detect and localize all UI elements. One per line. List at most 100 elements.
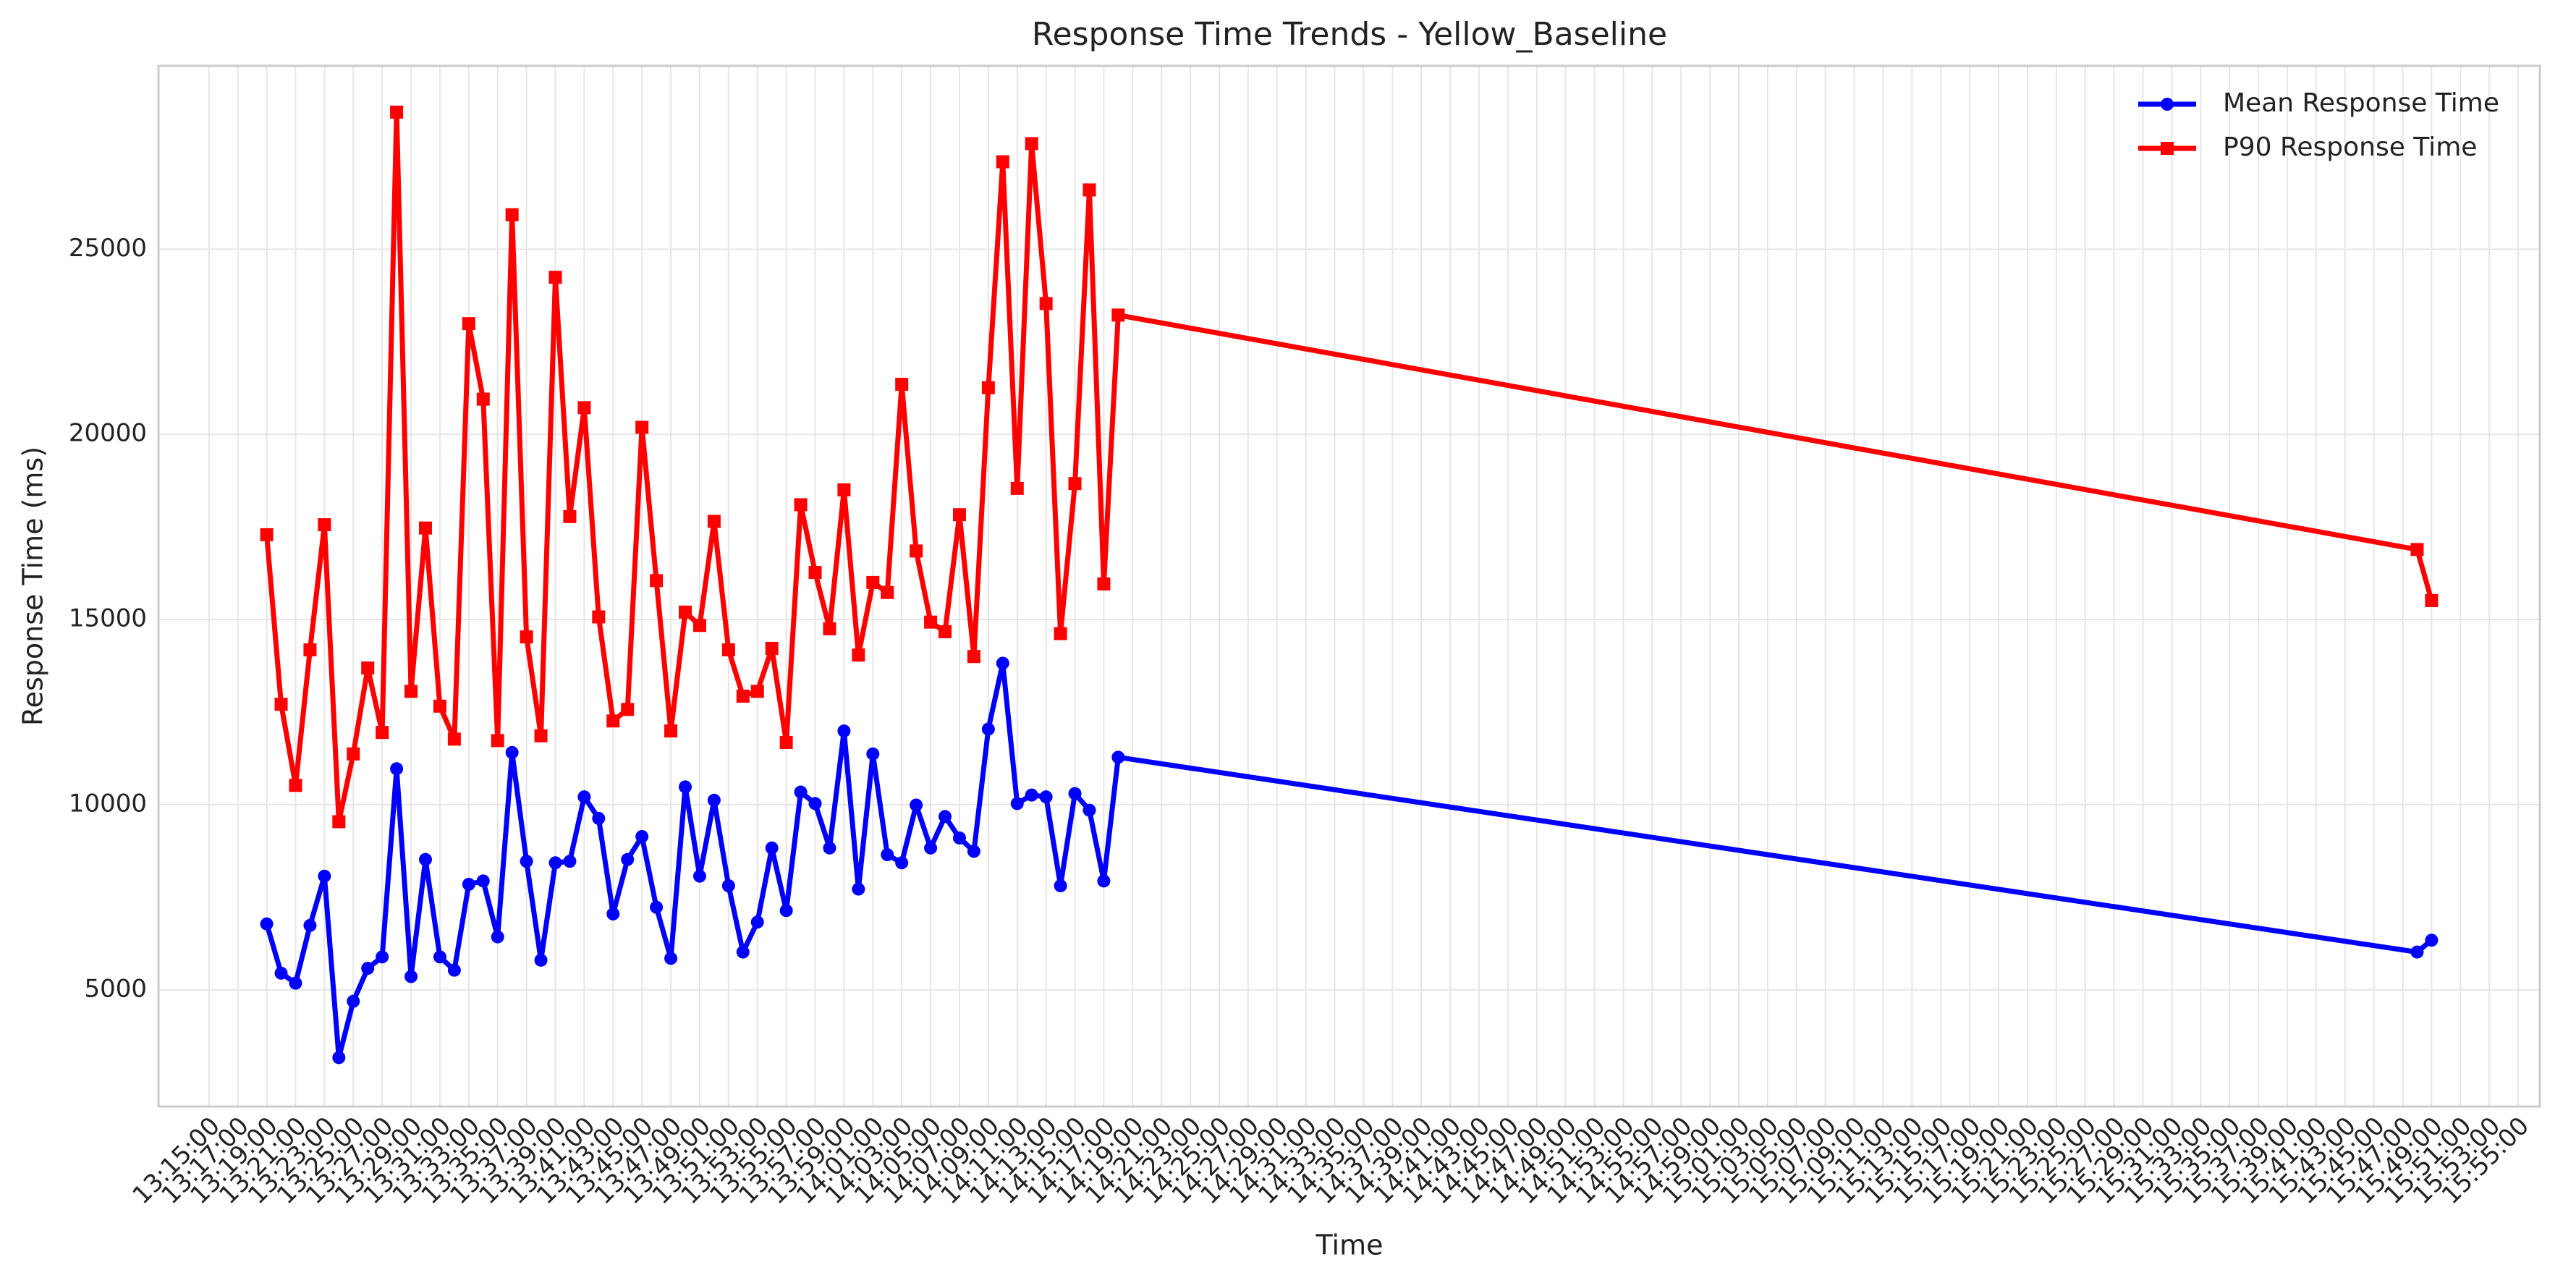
point-marker — [621, 852, 635, 866]
point-marker — [852, 648, 865, 662]
point-marker — [823, 841, 836, 855]
point-marker — [1097, 577, 1111, 591]
point-marker — [952, 831, 966, 845]
point-marker — [981, 381, 995, 394]
point-marker — [577, 401, 591, 415]
point-marker — [404, 970, 418, 983]
point-marker — [260, 917, 274, 931]
legend-label: P90 Response Time — [2223, 132, 2477, 162]
point-marker — [433, 950, 446, 964]
point-marker — [1054, 627, 1067, 640]
point-marker — [765, 641, 779, 655]
x-axis-label: Time — [1315, 1230, 1384, 1261]
point-marker — [1025, 137, 1038, 151]
point-marker — [736, 689, 750, 703]
point-marker — [520, 630, 533, 644]
series-line — [264, 660, 2433, 1060]
point-marker — [721, 879, 735, 893]
point-marker — [794, 498, 808, 512]
point-marker — [692, 619, 706, 632]
point-marker — [721, 643, 735, 657]
point-marker — [2410, 945, 2424, 959]
point-marker — [692, 869, 706, 883]
point-marker — [476, 874, 490, 888]
point-marker — [967, 845, 980, 858]
point-marker — [1082, 803, 1096, 817]
point-marker — [577, 790, 591, 804]
y-tick-label: 10000 — [69, 789, 147, 818]
point-marker — [505, 208, 519, 221]
point-marker — [563, 855, 577, 868]
point-marker — [952, 508, 966, 522]
point-marker — [332, 1051, 346, 1065]
point-marker — [606, 907, 620, 921]
point-marker — [1068, 477, 1082, 491]
point-marker — [996, 155, 1009, 169]
point-marker — [779, 904, 793, 918]
point-marker — [852, 882, 865, 896]
point-marker — [376, 726, 389, 740]
point-marker — [779, 735, 793, 749]
point-marker — [808, 797, 822, 811]
point-marker — [260, 528, 274, 541]
point-marker — [967, 650, 980, 664]
y-tick-label: 20000 — [69, 419, 147, 448]
y-tick-label: 5000 — [84, 974, 147, 1003]
series-line — [264, 109, 2434, 824]
point-marker — [895, 856, 909, 870]
point-marker — [837, 724, 851, 738]
point-marker — [1068, 787, 1082, 800]
point-marker — [491, 930, 504, 944]
point-marker — [837, 483, 851, 496]
point-marker — [881, 585, 894, 599]
point-marker — [2425, 593, 2439, 607]
point-marker — [418, 521, 432, 535]
point-marker — [447, 963, 461, 977]
point-marker — [910, 544, 923, 558]
point-marker — [939, 810, 952, 824]
point-marker — [303, 643, 317, 657]
point-marker — [1010, 481, 1024, 495]
point-marker — [347, 994, 360, 1008]
point-marker — [750, 685, 764, 698]
point-marker — [765, 841, 779, 855]
point-marker — [895, 378, 909, 392]
point-marker — [1082, 183, 1096, 197]
point-marker — [592, 811, 606, 825]
point-marker — [404, 685, 418, 698]
plot-frame — [157, 64, 2541, 1108]
point-marker — [808, 566, 822, 580]
point-marker — [505, 745, 519, 759]
point-marker — [1111, 308, 1125, 322]
point-marker — [981, 722, 995, 736]
point-marker — [1111, 750, 1125, 764]
point-marker — [332, 815, 346, 829]
point-marker — [679, 780, 692, 794]
series-0 — [260, 656, 2439, 1065]
point-marker — [664, 952, 678, 965]
point-marker — [289, 779, 302, 792]
point-marker — [361, 962, 375, 976]
point-marker — [289, 976, 302, 990]
point-marker — [1097, 874, 1111, 888]
point-marker — [1054, 879, 1067, 893]
point-marker — [679, 605, 692, 619]
point-marker — [650, 900, 664, 914]
chart-title: Response Time Trends - Yellow_Baseline — [1032, 16, 1667, 53]
point-marker — [1039, 790, 1053, 804]
point-marker — [563, 509, 577, 523]
point-marker — [390, 762, 404, 776]
point-marker — [1025, 788, 1038, 802]
legend: Mean Response Time P90 Response Time — [2138, 88, 2499, 162]
point-marker — [664, 724, 678, 738]
point-marker — [794, 785, 808, 799]
point-marker — [707, 793, 721, 807]
point-marker — [318, 869, 331, 883]
point-marker — [866, 747, 880, 761]
point-marker — [924, 841, 938, 855]
point-marker — [462, 317, 475, 331]
point-marker — [418, 852, 432, 866]
